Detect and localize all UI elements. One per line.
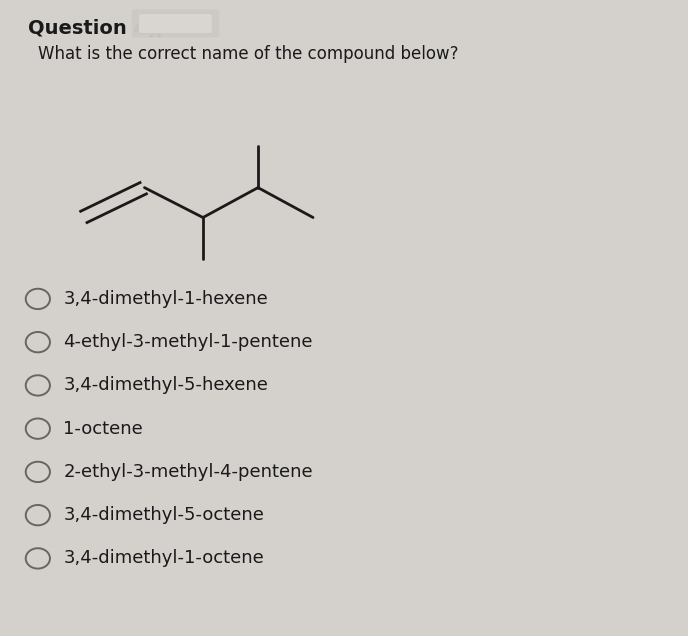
- Text: 1-octene: 1-octene: [63, 420, 143, 438]
- Text: 4-ethyl-3-methyl-1-pentene: 4-ethyl-3-methyl-1-pentene: [63, 333, 313, 351]
- FancyBboxPatch shape: [132, 10, 219, 38]
- FancyBboxPatch shape: [133, 10, 217, 37]
- Text: 3,4-dimethyl-5-hexene: 3,4-dimethyl-5-hexene: [63, 377, 268, 394]
- FancyBboxPatch shape: [131, 10, 219, 38]
- Text: Question 4 (: Question 4 (: [28, 19, 162, 38]
- Text: 3,4-dimethyl-1-octene: 3,4-dimethyl-1-octene: [63, 550, 264, 567]
- FancyBboxPatch shape: [139, 14, 212, 33]
- FancyBboxPatch shape: [133, 10, 218, 37]
- Text: ): ): [148, 19, 157, 38]
- Text: 3,4-dimethyl-1-hexene: 3,4-dimethyl-1-hexene: [63, 290, 268, 308]
- Text: 3,4-dimethyl-5-octene: 3,4-dimethyl-5-octene: [63, 506, 264, 524]
- FancyBboxPatch shape: [134, 11, 217, 36]
- Text: 2-ethyl-3-methyl-4-pentene: 2-ethyl-3-methyl-4-pentene: [63, 463, 313, 481]
- Text: What is the correct name of the compound below?: What is the correct name of the compound…: [38, 45, 458, 62]
